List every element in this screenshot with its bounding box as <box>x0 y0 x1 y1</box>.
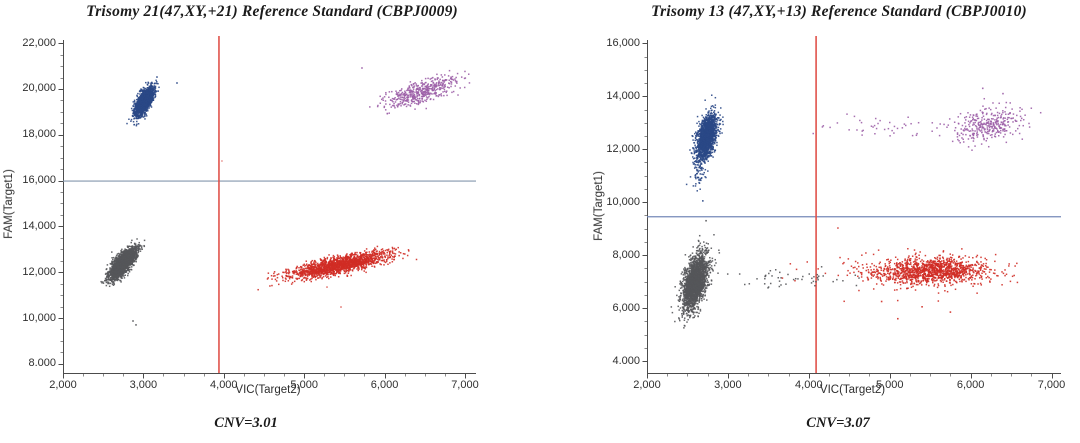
x-tick-label: 2,000 <box>633 379 661 391</box>
x-tick-label: 3,000 <box>714 379 742 391</box>
x-axis-label: VIC(Target2) <box>235 384 301 396</box>
x-tick-label: 2,000 <box>49 379 77 391</box>
x-tick-label: 6,000 <box>956 379 985 391</box>
panel-trisomy-21: Trisomy 21(47,XY,+21) Reference Standard… <box>0 0 540 443</box>
y-tick-label: 10,000 <box>22 311 56 324</box>
y-tick-label: 14,000 <box>606 89 640 102</box>
y-tick-label: 6,000 <box>612 301 640 314</box>
x-tick-label: 6,000 <box>370 379 399 391</box>
y-tick-label: 10,000 <box>606 195 640 208</box>
y-tick-label: 22,000 <box>22 36 56 49</box>
plot-title: Trisomy 21(47,XY,+21) Reference Standard… <box>86 3 458 20</box>
y-tick-label: 8.000 <box>28 357 56 370</box>
scatter-canvas-trisomy-21 <box>0 0 540 443</box>
x-tick-label: 5,000 <box>290 379 318 391</box>
x-tick-label: 4,000 <box>210 379 238 391</box>
panel-trisomy-13: Trisomy 13 (47,XY,+13) Reference Standar… <box>540 0 1080 443</box>
x-tick-label: 5,000 <box>875 379 904 391</box>
y-tick-label: 8,000 <box>612 248 640 261</box>
cnv-caption: CNV=3.07 <box>806 415 870 431</box>
y-tick-label: 14,000 <box>22 219 56 232</box>
cnv-caption: CNV=3.01 <box>214 415 278 431</box>
x-axis-label: VIC(Target2) <box>819 384 886 396</box>
x-tick-label: 7,000 <box>1037 379 1066 391</box>
y-tick-label: 16,000 <box>606 36 640 49</box>
y-tick-label: 12,000 <box>606 142 640 155</box>
y-tick-label: 12,000 <box>22 265 56 278</box>
scatter-canvas-trisomy-13 <box>540 0 1080 443</box>
y-tick-label: 16,000 <box>22 174 56 187</box>
y-tick-label: 4.000 <box>612 354 640 367</box>
plot-title: Trisomy 13 (47,XY,+13) Reference Standar… <box>651 3 1027 20</box>
x-tick-label: 7,000 <box>451 379 479 391</box>
y-tick-label: 18,000 <box>22 128 56 141</box>
y-tick-label: 20,000 <box>22 82 56 95</box>
x-tick-label: 4,000 <box>795 379 823 391</box>
x-tick-label: 3,000 <box>129 379 158 391</box>
